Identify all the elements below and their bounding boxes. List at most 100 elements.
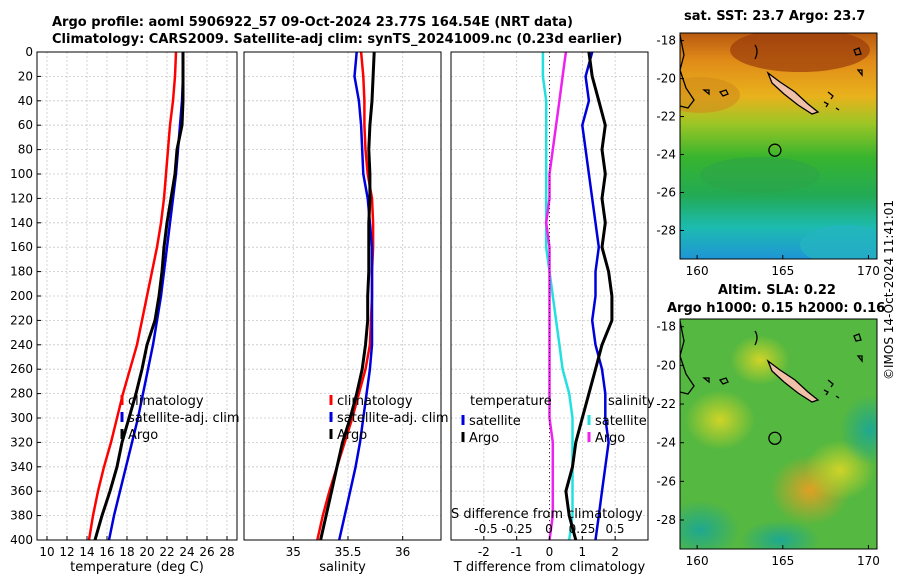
salinity-legend-label-2: Argo <box>337 428 367 443</box>
sst-map-ytick-label: -18 <box>656 34 676 48</box>
diff-legend-header-temperature: temperature <box>470 394 552 409</box>
salinity-profile-xtick-label: 35 <box>286 545 301 559</box>
diff-temperature-legend-label-1: Argo <box>469 431 499 446</box>
sla-map-ytick-label: -28 <box>656 513 676 527</box>
sla-map-title-line1: Altim. SLA: 0.22 <box>718 283 836 298</box>
sst-map-title: sat. SST: 23.7 Argo: 23.7 <box>684 9 866 24</box>
diff-salinity-legend-label-0: satellite <box>595 414 647 429</box>
series-line-satellite-adj-clim <box>337 51 374 541</box>
temperature-ytick-label: 180 <box>10 265 33 279</box>
temperature-ytick-label: 360 <box>10 484 33 498</box>
temperature-ytick-label: 320 <box>10 435 33 449</box>
salinity-legend-label-0: climatology <box>337 394 413 409</box>
temperature-profile-xtick-label: 18 <box>119 545 134 559</box>
temperature-profile-xtick-label: 22 <box>159 545 174 559</box>
salinity-profile-frame <box>243 51 442 541</box>
coastline-sla <box>679 320 863 403</box>
sst-map-xtick-label: 165 <box>771 264 794 278</box>
salinity-profile-xlabel: salinity <box>319 560 366 575</box>
diff-temperature-legend-label-0: satellite <box>469 414 521 429</box>
temperature-ytick-label: 220 <box>10 313 33 327</box>
series-line-argo <box>319 51 376 541</box>
temperature-ytick-label: 0 <box>25 45 33 59</box>
sla-map-xtick-label: 170 <box>857 554 880 568</box>
temperature-profile-xtick-label: 10 <box>39 545 54 559</box>
sst-map-ytick-label: -26 <box>656 186 676 200</box>
difference-from-climatology-xtick-label: 2 <box>611 545 619 559</box>
series-line-s-argo <box>564 51 614 541</box>
temperature-ytick-label: 40 <box>18 94 33 108</box>
sla-map-argo-marker <box>768 431 782 445</box>
sla-map-ytick-label: -18 <box>656 320 676 334</box>
salinity-profile-xtick-label: 36 <box>395 545 410 559</box>
temperature-profile-xtick-label: 12 <box>59 545 74 559</box>
sla-map-xtick-label: 165 <box>771 554 794 568</box>
diff-x2tick-label: 0 <box>545 522 553 536</box>
sla-map-ytick-label: -24 <box>656 436 676 450</box>
temperature-profile-xtick-label: 20 <box>139 545 154 559</box>
title-line2: Climatology: CARS2009. Satellite-adj cli… <box>52 32 623 47</box>
coastline-sst <box>679 34 863 115</box>
series-line-argo <box>93 52 185 541</box>
sla-map-title-line2: Argo h1000: 0.15 h2000: 0.16 <box>667 301 886 316</box>
title-line1: Argo profile: aoml 5906922_57 09-Oct-202… <box>52 15 573 30</box>
temperature-profile-xtick-label: 28 <box>219 545 234 559</box>
sla-map-ytick-label: -26 <box>656 474 676 488</box>
diff-legend-header-salinity: salinity <box>608 394 655 409</box>
difference-from-climatology-xtick-label: -2 <box>478 545 490 559</box>
diff-x2tick-label: -0.5 <box>474 522 497 536</box>
diff-salinity-legend-label-1: Argo <box>595 431 625 446</box>
salinity-profile-xtick-label: 35.5 <box>335 545 362 559</box>
sst-map-frame <box>679 32 878 260</box>
temperature-profile-xtick-label: 14 <box>79 545 94 559</box>
sst-map-ytick-label: -20 <box>656 72 676 86</box>
temperature-legend-label-2: Argo <box>128 428 158 443</box>
temperature-ytick-label: 400 <box>10 533 33 547</box>
temperature-profile-xlabel: temperature (deg C) <box>70 560 204 575</box>
difference-from-climatology-xtick-label: 0 <box>546 545 554 559</box>
sla-map-ytick-label: -20 <box>656 358 676 372</box>
diff-x2tick-label: 0.5 <box>605 522 624 536</box>
sla-map-ytick-label: -22 <box>656 397 676 411</box>
temperature-ytick-label: 240 <box>10 338 33 352</box>
diff-x2tick-label: -0.25 <box>501 522 532 536</box>
temperature-ytick-label: 300 <box>10 411 33 425</box>
sst-map-ytick-label: -28 <box>656 224 676 238</box>
sla-map-frame <box>679 318 878 550</box>
sst-map-field <box>680 33 877 259</box>
temperature-ytick-label: 20 <box>18 69 33 83</box>
sla-map-field <box>680 319 877 549</box>
temperature-ytick-label: 80 <box>18 143 33 157</box>
difference-from-climatology-xtick-label: -1 <box>511 545 523 559</box>
series-line-climatology <box>87 51 178 541</box>
temperature-legend-label-0: climatology <box>128 394 204 409</box>
temperature-ytick-label: 120 <box>10 191 33 205</box>
sla-map-xtick-label: 160 <box>686 554 709 568</box>
temperature-ytick-label: 140 <box>10 216 33 230</box>
temperature-ytick-label: 100 <box>10 167 33 181</box>
temperature-ytick-label: 160 <box>10 240 33 254</box>
temperature-ytick-label: 380 <box>10 509 33 523</box>
sst-map-argo-marker <box>768 143 782 157</box>
sst-map-xtick-label: 170 <box>857 264 880 278</box>
difference-from-climatology-xtick-label: 1 <box>579 545 587 559</box>
temperature-profile-xtick-label: 26 <box>199 545 214 559</box>
difference-from-climatology-xlabel: T difference from climatology <box>453 560 646 575</box>
temperature-ytick-label: 280 <box>10 387 33 401</box>
diff-x2tick-label: 0.25 <box>569 522 596 536</box>
temperature-ytick-label: 260 <box>10 362 33 376</box>
temperature-legend-label-1: satellite-adj. clim <box>128 411 240 426</box>
temperature-ytick-label: 200 <box>10 289 33 303</box>
temperature-ytick-label: 60 <box>18 118 33 132</box>
temperature-profile-xtick-label: 16 <box>99 545 114 559</box>
temperature-ytick-label: 340 <box>10 460 33 474</box>
diff-x2label: S difference from climatology <box>451 507 643 522</box>
sst-map-ytick-label: -22 <box>656 110 676 124</box>
series-line-s-satellite <box>581 51 610 541</box>
salinity-legend-label-1: satellite-adj. clim <box>337 411 449 426</box>
sst-map-ytick-label: -24 <box>656 148 676 162</box>
sst-map-xtick-label: 160 <box>686 264 709 278</box>
temperature-profile-xtick-label: 24 <box>179 545 194 559</box>
